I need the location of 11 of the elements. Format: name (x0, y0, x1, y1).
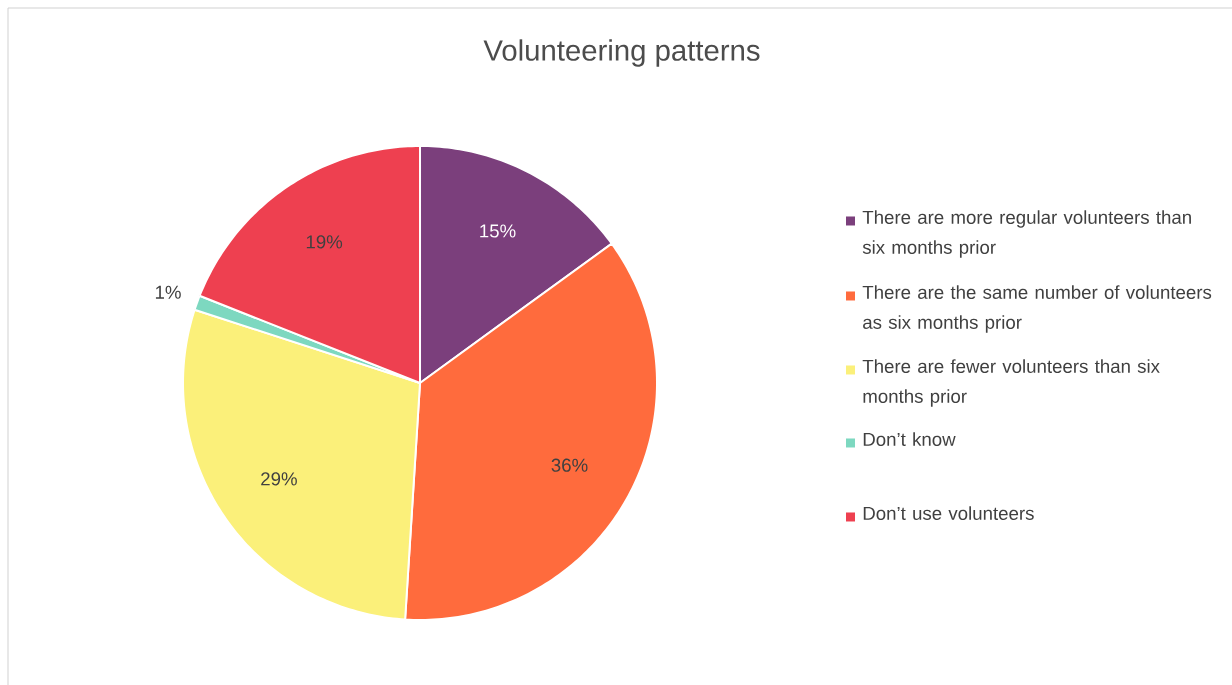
legend-label: There are more regular volunteers than six months prior (862, 210, 1191, 258)
data-label: 19% (306, 235, 343, 249)
chart-title: Volunteering patterns (483, 39, 760, 67)
data-label: 36% (551, 458, 588, 472)
data-label: 29% (261, 472, 297, 486)
data-label: 15% (480, 224, 516, 238)
data-label: 1% (155, 285, 181, 299)
legend-label: Don’t use volunteers (863, 506, 1034, 520)
legend-label: There are the same number of volunteers as six months prior (862, 285, 1212, 333)
legend-label: Don’t know (863, 432, 956, 446)
legend-label: There are fewer volunteers than six months prior (862, 359, 1160, 407)
